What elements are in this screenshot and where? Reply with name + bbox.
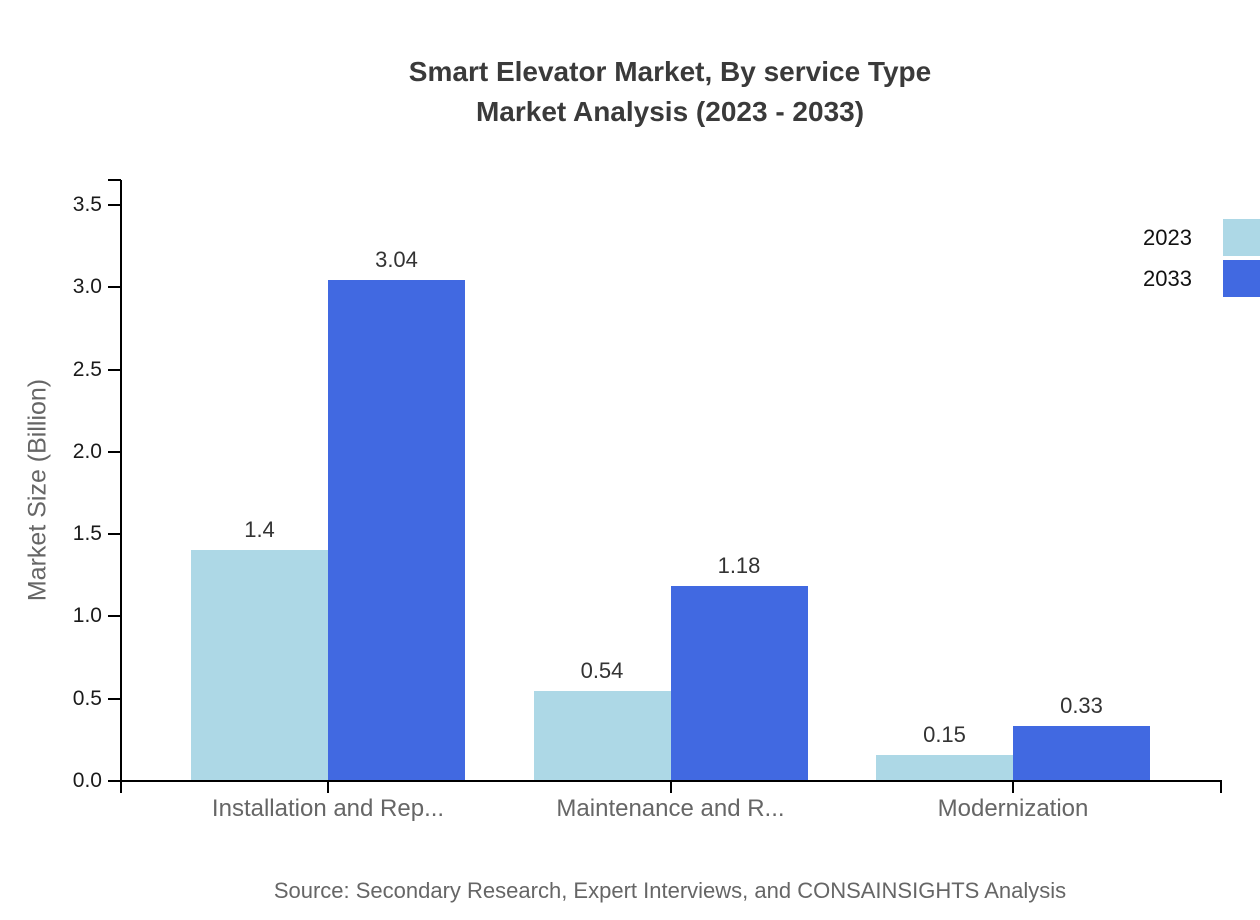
- y-axis-tick-label: 2.0: [72, 439, 102, 463]
- bar-value-label: 0.33: [1060, 692, 1103, 718]
- legend-swatch: [1223, 219, 1260, 256]
- y-axis-tick-label: 0.0: [72, 769, 102, 792]
- bar-value-label: 3.04: [375, 246, 418, 272]
- y-axis-tick-label: 0.5: [72, 686, 102, 710]
- source-note: Source: Secondary Research, Expert Inter…: [273, 878, 1067, 903]
- x-axis-tick: [327, 782, 329, 793]
- x-axis-tick: [669, 782, 672, 793]
- y-axis-end-cap: [108, 179, 121, 181]
- y-axis-tick: [108, 368, 120, 371]
- x-axis-category-label: Modernization: [937, 795, 1089, 822]
- y-axis-tick-label: 1.0: [72, 604, 102, 628]
- bar-2033: [1013, 725, 1150, 780]
- bar-2023: [533, 691, 671, 780]
- bar-value-label: 1.18: [717, 552, 761, 578]
- y-axis-tick-label: 1.5: [72, 522, 102, 546]
- bar-2023: [876, 755, 1013, 780]
- x-axis-end-cap: [1220, 780, 1222, 793]
- x-axis-tick: [1012, 782, 1014, 793]
- x-axis-category-label: Maintenance and R...: [556, 795, 785, 822]
- legend-label: 2023: [1143, 225, 1192, 250]
- bar-2033: [328, 279, 465, 780]
- y-axis-tick: [108, 615, 120, 618]
- y-axis-tick-label: 3.5: [72, 193, 102, 216]
- x-axis-line: [109, 780, 1222, 782]
- y-axis-tick-label: 2.5: [72, 357, 102, 381]
- legend-swatch: [1223, 260, 1260, 297]
- chart-title-line2: Market Analysis (2023 - 2033): [475, 96, 865, 127]
- y-axis-tick: [108, 533, 120, 536]
- y-axis-line: [120, 180, 122, 793]
- y-axis-tick: [108, 450, 120, 453]
- y-axis-tick: [108, 286, 120, 289]
- x-axis-category-label: Installation and Rep...: [211, 795, 445, 822]
- legend-label: 2033: [1143, 266, 1192, 291]
- y-axis-tick-label: 3.0: [72, 275, 102, 299]
- legend-item-2033: 2033: [1143, 260, 1260, 297]
- bar-value-label: 1.4: [244, 516, 275, 542]
- bar-2023: [191, 549, 328, 780]
- chart-title-line1: Smart Elevator Market, By service Type: [408, 56, 932, 87]
- bar-value-label: 0.54: [580, 658, 624, 684]
- y-axis-tick: [108, 780, 120, 782]
- y-axis-tick: [108, 204, 120, 206]
- legend-item-2023: 2023: [1143, 219, 1260, 256]
- bar-2033: [670, 585, 808, 780]
- y-axis-tick: [108, 697, 120, 700]
- chart-title: Smart Elevator Market, By service Type M…: [80, 52, 1260, 132]
- bar-value-label: 0.15: [923, 722, 966, 748]
